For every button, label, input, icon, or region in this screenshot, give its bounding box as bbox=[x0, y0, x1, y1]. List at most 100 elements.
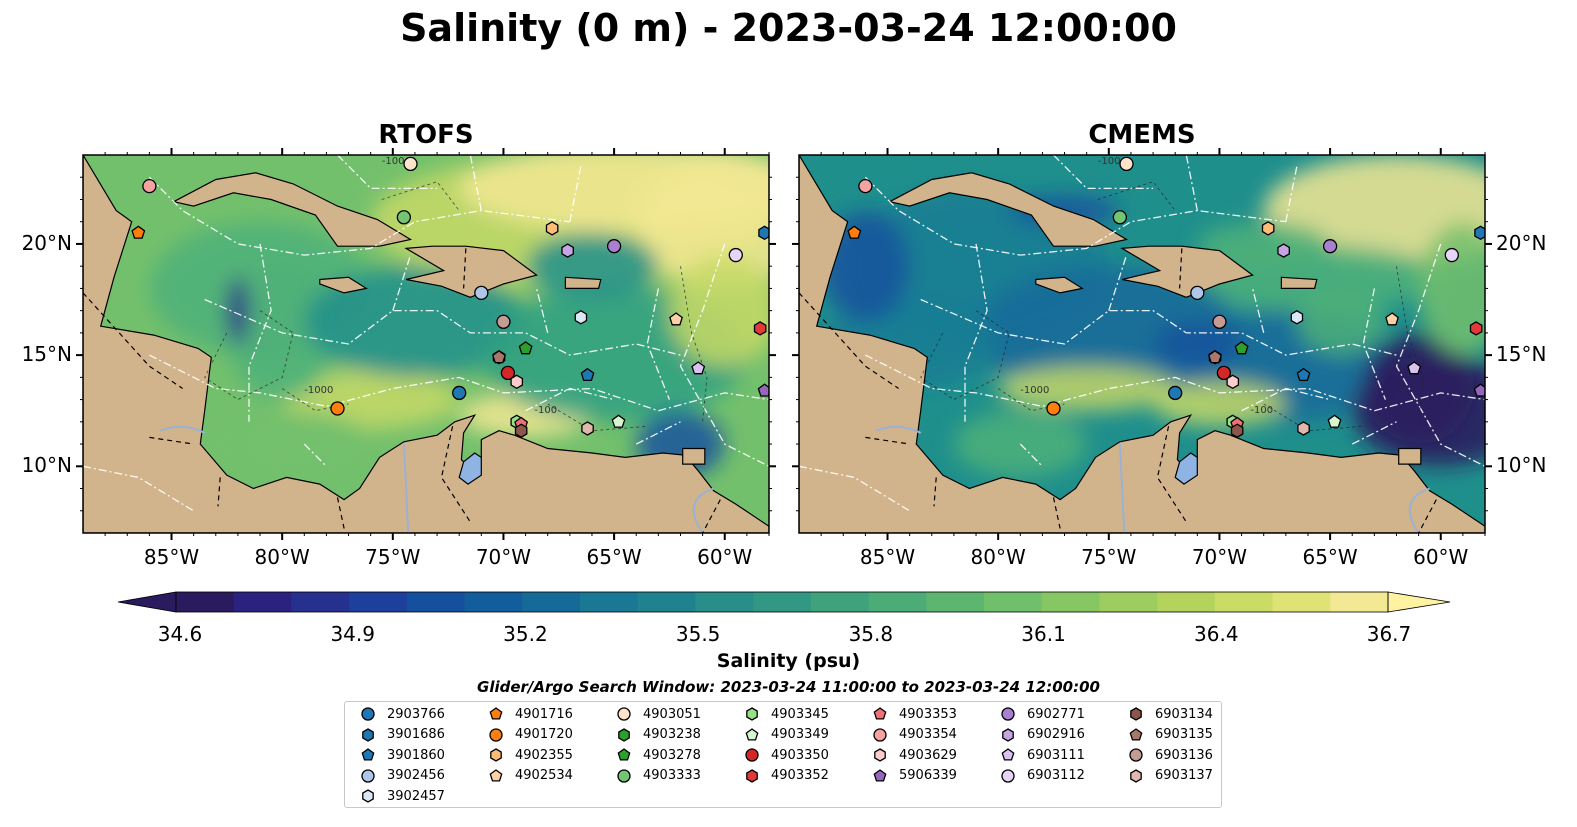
colorbar-tick-label: 34.9 bbox=[330, 622, 375, 646]
float-6903111 bbox=[691, 361, 706, 375]
legend-marker bbox=[618, 727, 630, 742]
colorbar-segment bbox=[233, 592, 292, 612]
colorbar-segment bbox=[580, 592, 639, 612]
colorbar-segment bbox=[522, 592, 581, 612]
legend-item: 6903111 bbox=[997, 745, 1085, 765]
rivers bbox=[160, 425, 714, 533]
legend-label: 4903051 bbox=[643, 706, 701, 722]
land-pr bbox=[564, 276, 602, 289]
eez-boundaries bbox=[799, 155, 1485, 512]
colorbar-segment bbox=[810, 592, 870, 612]
land-cuba bbox=[171, 172, 413, 247]
float-4903349 bbox=[611, 414, 626, 428]
lon-tick-label: 85°W bbox=[859, 545, 916, 569]
pentagon-marker-icon bbox=[489, 768, 503, 782]
legend-label: 3902456 bbox=[387, 768, 445, 784]
lat-tick-label: 15°N bbox=[1496, 342, 1547, 367]
float-4903333 bbox=[1112, 210, 1128, 225]
legend-label: 4903238 bbox=[643, 727, 701, 743]
colorbar-segment bbox=[1157, 592, 1216, 612]
legend-item: 4903333 bbox=[613, 766, 701, 786]
lon-tick-label: 70°W bbox=[475, 545, 532, 569]
pentagon-marker-icon bbox=[361, 748, 375, 761]
contour-label: -100 bbox=[534, 405, 557, 416]
legend-marker bbox=[874, 748, 886, 762]
hexagon-marker-icon bbox=[746, 769, 758, 783]
float-4903333 bbox=[396, 210, 412, 225]
eez-boundaries bbox=[83, 155, 769, 512]
colorbar-segment bbox=[926, 592, 985, 612]
legend: 2903766 3901686 3901860 3902456 3902457 49017… bbox=[344, 701, 1222, 808]
legend-marker bbox=[1002, 727, 1014, 742]
float-6903135 bbox=[492, 349, 506, 364]
legend-label: 6902771 bbox=[1027, 706, 1085, 722]
map-frame bbox=[82, 154, 770, 534]
colorbar-segment bbox=[291, 592, 350, 612]
hexagon-marker-icon bbox=[1130, 769, 1142, 783]
circle-marker-icon bbox=[489, 727, 503, 742]
colorbar-segment bbox=[1099, 592, 1158, 612]
legend-item: 4903051 bbox=[613, 704, 701, 724]
legend-marker bbox=[1001, 707, 1015, 721]
legend-marker bbox=[1130, 769, 1142, 783]
colorbar-segment bbox=[637, 592, 696, 612]
float-6903111 bbox=[1407, 361, 1422, 375]
float-4903354 bbox=[858, 178, 873, 194]
legend-item: 2903766 bbox=[357, 704, 445, 724]
colorbar-segment bbox=[176, 592, 235, 612]
circle-marker-icon bbox=[1129, 748, 1143, 762]
colorbar-label: Salinity (psu) bbox=[716, 650, 861, 672]
lat-tick-label: 10°N bbox=[1496, 453, 1547, 478]
legend-item: 4902355 bbox=[485, 745, 573, 765]
legend-item: 6902771 bbox=[997, 704, 1085, 724]
colorbar-segment bbox=[984, 592, 1043, 612]
legend-item: 4903349 bbox=[741, 725, 829, 745]
float-6903135 bbox=[1208, 349, 1222, 364]
float-4901716 bbox=[847, 225, 862, 239]
lon-tick-label: 60°W bbox=[1413, 545, 1469, 569]
colorbar bbox=[117, 591, 1451, 613]
circle-marker-icon bbox=[1001, 769, 1015, 783]
float-4902355 bbox=[545, 221, 559, 236]
colorbar-tick-label: 34.6 bbox=[157, 622, 203, 646]
lon-tick-label: 65°W bbox=[586, 545, 642, 569]
float-6903134 bbox=[1230, 423, 1244, 438]
map-rtofs: -100 -1000 -100 bbox=[83, 155, 769, 533]
float-4902355 bbox=[1261, 221, 1275, 236]
legend-label: 6903112 bbox=[1027, 768, 1085, 784]
colorbar-segment bbox=[1214, 592, 1274, 612]
country-borders bbox=[799, 248, 1437, 533]
legend-item: 6903134 bbox=[1125, 704, 1213, 724]
legend-marker bbox=[1001, 748, 1015, 761]
land-trin bbox=[682, 447, 706, 465]
contour-label: -100 bbox=[1250, 405, 1273, 416]
float-4903278 bbox=[1234, 341, 1249, 355]
legend-item: 3901860 bbox=[357, 745, 445, 765]
legend-item: 4903629 bbox=[869, 745, 957, 765]
float-6902916 bbox=[561, 243, 574, 258]
legend-item: 4902534 bbox=[485, 766, 573, 786]
float-4903051 bbox=[1119, 156, 1134, 172]
contour-label: -1000 bbox=[304, 385, 333, 396]
figure-title: Salinity (0 m) - 2023-03-24 12:00:00 bbox=[400, 6, 1177, 50]
float-4903051 bbox=[403, 156, 418, 172]
lake-maracaibo bbox=[1174, 452, 1198, 485]
legend-marker bbox=[1001, 769, 1015, 783]
legend-item: 6902916 bbox=[997, 725, 1085, 745]
float-markers bbox=[847, 156, 1485, 438]
pentagon-marker-icon bbox=[1001, 748, 1015, 761]
colorbar-segment bbox=[695, 592, 754, 612]
pentagon-marker-icon bbox=[489, 707, 503, 720]
hexagon-marker-icon bbox=[490, 748, 502, 762]
legend-item: 4903353 bbox=[869, 704, 957, 724]
circle-marker-icon bbox=[617, 769, 631, 783]
hexagon-marker-icon bbox=[618, 727, 630, 742]
hexagon-marker-icon bbox=[1002, 727, 1014, 742]
float-6903137 bbox=[1297, 421, 1310, 436]
legend-label: 2903766 bbox=[387, 706, 445, 722]
legend-marker bbox=[617, 769, 631, 783]
hexagon-marker-icon bbox=[362, 789, 374, 804]
legend-marker bbox=[361, 748, 375, 761]
map-frame bbox=[798, 154, 1486, 534]
legend-item: 4901716 bbox=[485, 704, 573, 724]
